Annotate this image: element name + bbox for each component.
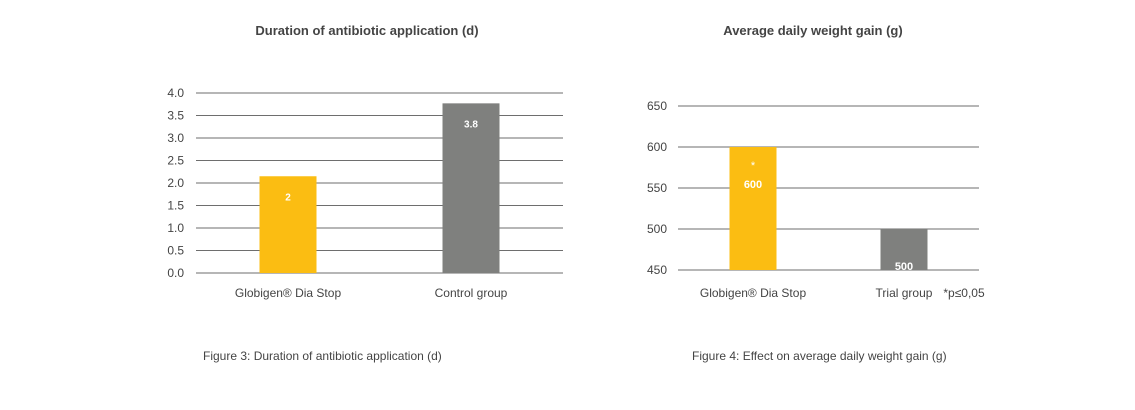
y-tick-label: 600	[647, 140, 667, 154]
figure-3-caption: Figure 3: Duration of antibiotic applica…	[203, 349, 442, 363]
bar-value-label: 3.8	[464, 119, 478, 130]
y-tick-label: 3.5	[167, 109, 184, 123]
y-tick-label: 3.0	[167, 131, 184, 145]
y-tick-label: 550	[647, 181, 667, 195]
significance-mark: *	[751, 160, 756, 172]
category-label: Globigen® Dia Stop	[235, 286, 342, 300]
bar	[729, 147, 777, 270]
bar-value-label: 500	[895, 261, 913, 273]
y-tick-label: 500	[647, 222, 667, 236]
category-label: Control group	[435, 286, 508, 300]
y-tick-label: 4.0	[167, 86, 184, 100]
category-label: Globigen® Dia Stop	[700, 286, 807, 300]
y-tick-label: 1.0	[167, 221, 184, 235]
chart-1-title: Duration of antibiotic application (d)	[255, 23, 478, 38]
bar-value-label: 2	[285, 192, 291, 203]
y-tick-label: 0.5	[167, 244, 184, 258]
y-tick-label: 1.5	[167, 199, 184, 213]
y-tick-label: 2.5	[167, 154, 184, 168]
significance-note: *p≤0,05	[943, 286, 985, 300]
y-tick-label: 0.0	[167, 266, 184, 280]
bar	[880, 229, 928, 270]
category-label: Trial group	[876, 286, 933, 300]
y-tick-label: 450	[647, 263, 667, 277]
y-tick-label: 650	[647, 99, 667, 113]
bar-value-label: 600	[744, 179, 762, 191]
chart-2-title: Average daily weight gain (g)	[723, 23, 902, 38]
chart-1: Duration of antibiotic application (d) 2…	[167, 23, 563, 300]
bar	[442, 103, 500, 273]
chart-2: Average daily weight gain (g) 600 * 500 45…	[647, 23, 985, 300]
bar	[259, 176, 317, 273]
y-tick-label: 2.0	[167, 176, 184, 190]
figure-4-caption: Figure 4: Effect on average daily weight…	[692, 349, 947, 363]
